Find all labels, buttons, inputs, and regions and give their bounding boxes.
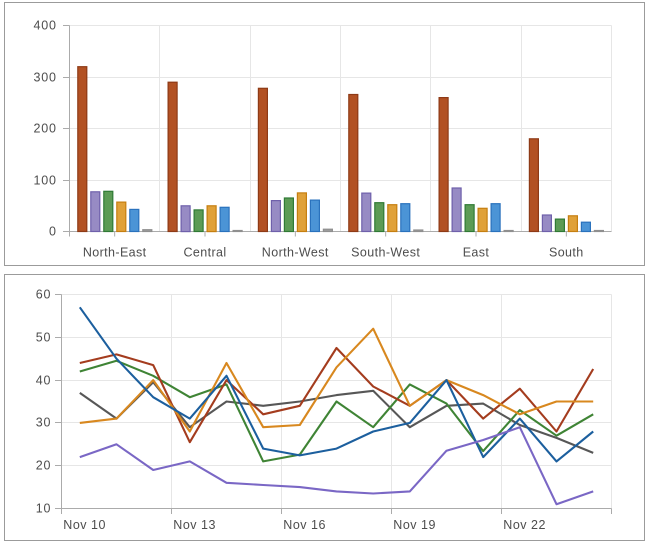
svg-text:Central: Central: [183, 246, 226, 260]
svg-text:Nov 19: Nov 19: [393, 518, 436, 532]
svg-text:East: East: [463, 246, 490, 260]
svg-text:20: 20: [36, 459, 52, 473]
svg-text:200: 200: [34, 122, 57, 136]
svg-text:North-West: North-West: [262, 246, 329, 260]
svg-text:40: 40: [36, 374, 52, 388]
svg-text:0: 0: [49, 225, 57, 239]
svg-text:South-West: South-West: [351, 246, 420, 260]
svg-text:Nov 16: Nov 16: [283, 518, 326, 532]
svg-text:North-East: North-East: [83, 246, 147, 260]
svg-text:10: 10: [36, 502, 52, 516]
svg-text:Nov 13: Nov 13: [173, 518, 216, 532]
svg-text:300: 300: [34, 71, 57, 85]
svg-text:60: 60: [36, 288, 52, 302]
svg-text:50: 50: [36, 331, 52, 345]
svg-text:Nov 22: Nov 22: [503, 518, 546, 532]
svg-text:South: South: [549, 246, 584, 260]
svg-text:30: 30: [36, 416, 52, 430]
svg-text:100: 100: [34, 174, 57, 188]
svg-text:Nov 10: Nov 10: [63, 518, 106, 532]
svg-text:400: 400: [34, 19, 57, 33]
